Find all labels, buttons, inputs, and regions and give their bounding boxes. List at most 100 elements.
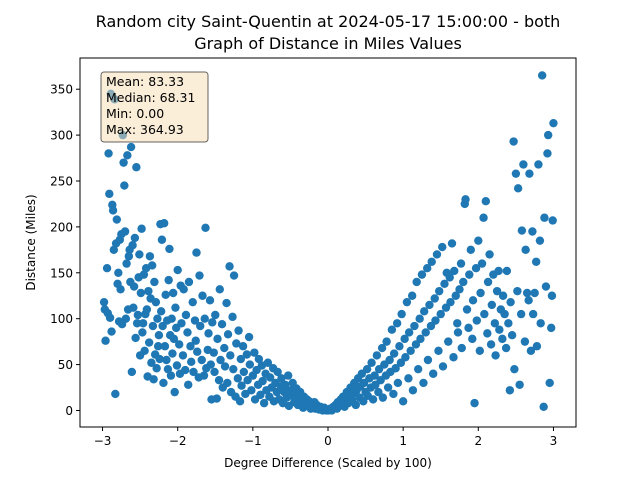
x-tick-label: −1 [244, 434, 262, 448]
scatter-point [367, 358, 376, 367]
scatter-point [135, 250, 144, 259]
x-tick-label: 2 [474, 434, 482, 448]
scatter-point [410, 321, 419, 331]
stats-mean: Mean: 83.33 [106, 74, 184, 89]
scatter-point [486, 340, 496, 349]
scatter-point [154, 331, 164, 340]
scatter-point [519, 160, 528, 169]
scatter-point [101, 336, 110, 345]
scatter-point [162, 355, 171, 365]
scatter-point [487, 300, 497, 310]
scatter-point [419, 378, 428, 388]
scatter-point [168, 349, 177, 358]
scatter-point [220, 362, 230, 371]
scatter-point [208, 318, 217, 327]
scatter-point [401, 353, 410, 362]
scatter-point [128, 241, 137, 250]
scatter-point [506, 297, 515, 307]
scatter-point [494, 266, 503, 276]
scatter-point [462, 305, 472, 314]
scatter-point [232, 339, 241, 348]
scatter-point [404, 374, 413, 383]
scatter-point [235, 397, 245, 406]
scatter-point [471, 264, 481, 273]
scatter-point [233, 374, 243, 383]
scatter-point [144, 286, 153, 296]
scatter-point [419, 307, 429, 316]
scatter-point [435, 286, 444, 296]
scatter-point [444, 337, 453, 346]
scatter-point [129, 282, 139, 291]
scatter-point [196, 321, 205, 331]
scatter-point [121, 314, 131, 323]
scatter-point [137, 224, 146, 233]
scatter-point [427, 257, 436, 266]
scatter-point [429, 369, 438, 378]
scatter-point [132, 319, 142, 328]
scatter-point [157, 235, 167, 244]
scatter-point [525, 169, 534, 178]
scatter-point [500, 309, 509, 319]
scatter-point [236, 354, 246, 364]
scatter-point [416, 334, 425, 344]
scatter-point [168, 288, 178, 298]
scatter-point [528, 227, 537, 236]
scatter-point [173, 265, 182, 275]
scatter-point [280, 380, 290, 389]
scatter-point [397, 309, 406, 319]
scatter-point [461, 195, 470, 204]
scatter-point [104, 149, 113, 158]
scatter-point [126, 142, 136, 152]
scatter-point [123, 151, 132, 160]
scatter-point [474, 236, 483, 245]
scatter-point [483, 277, 493, 287]
scatter-point [516, 309, 526, 319]
chart-title-line-2: Graph of Distance in Miles Values [194, 34, 462, 53]
scatter-point [389, 389, 398, 399]
scatter-point [241, 389, 250, 399]
scatter-point [520, 337, 530, 346]
scatter-point [515, 380, 524, 389]
scatter-point [505, 386, 515, 395]
scatter-point [165, 244, 174, 254]
scatter-point [456, 259, 466, 268]
scatter-point [184, 277, 194, 287]
scatter-point [237, 381, 246, 390]
scatter-point [144, 338, 154, 347]
scatter-point [215, 285, 224, 294]
scatter-point [531, 257, 541, 266]
scatter-point [147, 261, 157, 270]
scatter-point [524, 296, 533, 305]
scatter-point [124, 252, 134, 261]
scatter-point [179, 285, 188, 294]
scatter-point [468, 296, 478, 305]
scatter-point [457, 343, 466, 353]
scatter-point [188, 297, 197, 307]
scatter-point [522, 288, 532, 298]
scatter-point [543, 130, 553, 140]
scatter-point [547, 291, 557, 300]
scatter-point [415, 314, 424, 323]
scatter-point [119, 158, 128, 167]
scatter-point [378, 393, 388, 402]
scatter-point [535, 236, 545, 245]
scatter-point [214, 375, 224, 385]
scatter-point [502, 266, 512, 276]
scatter-point [540, 213, 549, 222]
scatter-point [164, 275, 173, 285]
scatter-point [229, 364, 238, 374]
scatter-point [191, 336, 200, 345]
scatter-point [423, 264, 432, 273]
scatter-point [190, 316, 200, 325]
scatter-point [109, 245, 119, 255]
scatter-point [130, 233, 140, 243]
scatter-point [152, 364, 161, 373]
scatter-point [131, 333, 140, 343]
scatter-point [161, 290, 170, 300]
scatter-point [170, 387, 179, 397]
x-axis-ticks: −3 −2 −1 0 1 2 3 [94, 427, 557, 448]
scatter-point [351, 400, 361, 410]
scatter-point [436, 309, 445, 319]
scatter-point [362, 364, 372, 374]
scatter-point [171, 303, 180, 312]
